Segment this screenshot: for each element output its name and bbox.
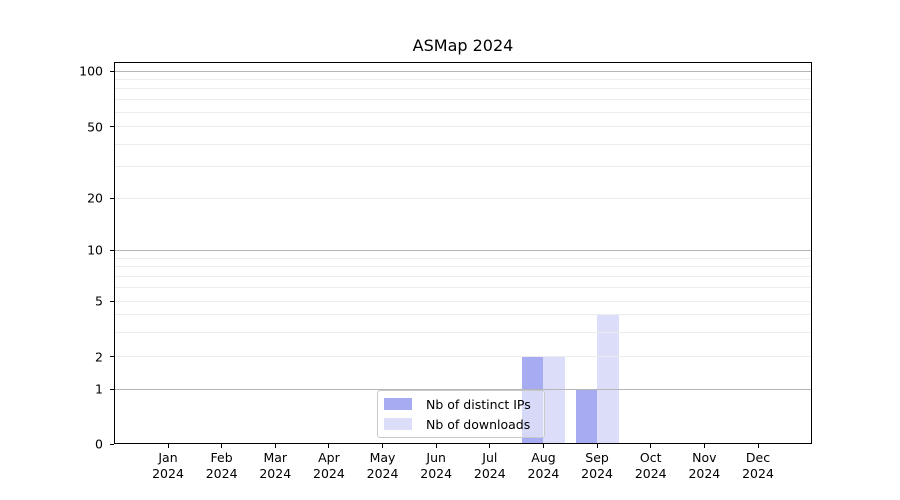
y-tick-mark (110, 443, 114, 445)
gridline-minor (115, 257, 811, 259)
gridline-minor (115, 331, 811, 333)
x-tick-year: 2024 (152, 466, 184, 481)
x-tick-label: Nov 2024 (676, 450, 732, 482)
gridline-minor (115, 314, 811, 316)
x-tick-month: Aug (531, 450, 556, 465)
x-tick-mark (328, 444, 330, 448)
gridline-minor (115, 266, 811, 268)
plot-area-border (114, 62, 812, 444)
x-tick-month: Sep (585, 450, 609, 465)
gridline-minor (115, 78, 811, 80)
y-tick-mark (110, 300, 114, 302)
gridline-minor (115, 287, 811, 289)
x-tick-label: May 2024 (355, 450, 411, 482)
legend-swatch-distinct-ips (384, 398, 412, 410)
y-tick-label: 100 (79, 63, 103, 79)
gridline-major (115, 388, 811, 390)
legend-label-distinct-ips: Nb of distinct IPs (426, 396, 531, 412)
x-tick-label: Aug 2024 (515, 450, 571, 482)
x-tick-mark (274, 444, 276, 448)
x-tick-year: 2024 (581, 466, 613, 481)
x-tick-year: 2024 (259, 466, 292, 481)
x-tick-year: 2024 (527, 466, 560, 481)
x-tick-year: 2024 (205, 466, 238, 481)
y-tick-label: 2 (95, 349, 103, 365)
x-tick-label: Mar 2024 (247, 450, 303, 482)
x-tick-month: Jan (158, 450, 178, 465)
x-tick-month: Nov (692, 450, 717, 465)
gridline-minor (115, 99, 811, 101)
gridline-minor (115, 143, 811, 145)
chart-title: ASMap 2024 (412, 36, 514, 55)
x-tick-mark (382, 444, 384, 448)
x-tick-year: 2024 (688, 466, 721, 481)
legend-item-downloads: Nb of downloads (384, 416, 538, 432)
x-tick-label: Feb 2024 (194, 450, 250, 482)
gridline-minor (115, 111, 811, 113)
x-tick-month: Mar (263, 450, 288, 465)
gridline-minor (115, 197, 811, 199)
x-tick-month: May (369, 450, 396, 465)
y-tick-mark (110, 70, 114, 72)
gridline-minor (115, 88, 811, 90)
legend-item-distinct-ips: Nb of distinct IPs (384, 396, 538, 412)
x-tick-month: Dec (745, 450, 771, 465)
x-tick-year: 2024 (634, 466, 667, 481)
y-tick-label: 5 (95, 293, 103, 309)
x-tick-mark (703, 444, 705, 448)
x-tick-label: Apr 2024 (301, 450, 357, 482)
x-tick-label: Jun 2024 (408, 450, 464, 482)
x-tick-label: Jul 2024 (462, 450, 518, 482)
x-tick-year: 2024 (742, 466, 774, 481)
gridline-major (115, 70, 811, 72)
y-tick-mark (110, 126, 114, 128)
legend-box: Nb of distinct IPs Nb of downloads (377, 390, 545, 438)
gridline-minor (115, 300, 811, 302)
y-tick-label: 0 (95, 436, 103, 452)
bar-downloads (543, 356, 565, 444)
x-tick-mark (489, 444, 491, 448)
x-tick-label: Oct 2024 (623, 450, 679, 482)
x-tick-month: Feb (210, 450, 233, 465)
gridline-minor (115, 126, 811, 128)
y-tick-mark (110, 388, 114, 390)
gridline-minor (115, 356, 811, 358)
x-tick-month: Apr (318, 450, 340, 465)
x-tick-year: 2024 (420, 466, 453, 481)
x-tick-mark (167, 444, 169, 448)
legend-label-downloads: Nb of downloads (426, 416, 531, 432)
x-tick-year: 2024 (473, 466, 506, 481)
x-tick-mark (596, 444, 598, 448)
x-tick-mark (435, 444, 437, 448)
bar-distinct-ips (575, 389, 598, 444)
y-tick-mark (110, 356, 114, 358)
x-tick-mark (650, 444, 652, 448)
x-tick-year: 2024 (366, 466, 399, 481)
gridline-major (115, 249, 811, 251)
y-tick-mark (110, 249, 114, 251)
bar-downloads (597, 314, 619, 444)
x-tick-month: Oct (639, 450, 662, 465)
x-tick-mark (757, 444, 759, 448)
y-tick-label: 1 (95, 381, 103, 397)
x-tick-mark (542, 444, 544, 448)
gridline-minor (115, 166, 811, 168)
x-tick-month: Jun (426, 450, 446, 465)
x-tick-year: 2024 (313, 466, 345, 481)
x-tick-month: Jul (482, 450, 498, 465)
x-tick-label: Sep 2024 (569, 450, 625, 482)
x-tick-label: Jan 2024 (140, 450, 196, 482)
x-tick-label: Dec 2024 (730, 450, 786, 482)
gridline-minor (115, 275, 811, 277)
y-tick-label: 50 (87, 119, 103, 135)
y-tick-label: 10 (87, 242, 103, 258)
y-tick-label: 20 (87, 190, 103, 206)
legend-swatch-downloads (384, 418, 412, 430)
x-tick-mark (221, 444, 223, 448)
y-tick-mark (110, 197, 114, 199)
